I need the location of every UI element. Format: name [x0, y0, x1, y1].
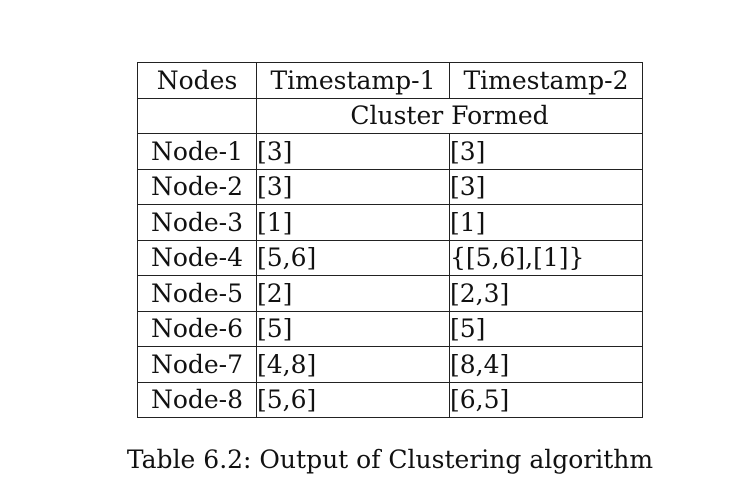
- table-row: Node-2 [3] [3]: [137, 168, 643, 205]
- table-row: Node-5 [2] [2,3]: [137, 275, 643, 312]
- table-row: Node-6 [5] [5]: [137, 310, 643, 347]
- table-body: Node-1 [3] [3] Node-2 [3] [3] Node-3 [1]…: [137, 133, 643, 418]
- subheader-row: Cluster Formed: [137, 97, 643, 134]
- subheader-cluster-formed: Cluster Formed: [256, 97, 643, 134]
- timestamp-2-cell: [1]: [449, 204, 643, 241]
- node-cell: Node-5: [137, 275, 257, 312]
- table-row: Node-1 [3] [3]: [137, 133, 643, 170]
- timestamp-1-cell: [4,8]: [256, 346, 450, 383]
- timestamp-2-cell: [6,5]: [449, 381, 643, 418]
- node-cell: Node-3: [137, 204, 257, 241]
- timestamp-2-cell: [3]: [449, 133, 643, 170]
- timestamp-2-cell: [8,4]: [449, 346, 643, 383]
- header-row: Nodes Timestamp-1 Timestamp-2: [137, 62, 643, 99]
- header-nodes: Nodes: [137, 62, 257, 99]
- header-timestamp-2: Timestamp-2: [449, 62, 643, 99]
- timestamp-2-cell: [3]: [449, 168, 643, 205]
- timestamp-1-cell: [3]: [256, 133, 450, 170]
- table-caption: Table 6.2: Output of Clustering algorith…: [126, 445, 654, 474]
- timestamp-2-cell: [5]: [449, 310, 643, 347]
- table-row: Node-8 [5,6] [6,5]: [137, 381, 643, 418]
- timestamp-1-cell: [5]: [256, 310, 450, 347]
- node-cell: Node-7: [137, 346, 257, 383]
- header-timestamp-1: Timestamp-1: [256, 62, 450, 99]
- timestamp-2-cell: [2,3]: [449, 275, 643, 312]
- timestamp-1-cell: [2]: [256, 275, 450, 312]
- table-row: Node-4 [5,6] {[5,6],[1]}: [137, 239, 643, 276]
- node-cell: Node-4: [137, 239, 257, 276]
- table-row: Node-3 [1] [1]: [137, 204, 643, 241]
- timestamp-1-cell: [5,6]: [256, 381, 450, 418]
- timestamp-1-cell: [5,6]: [256, 239, 450, 276]
- node-cell: Node-1: [137, 133, 257, 170]
- table-header: Nodes Timestamp-1 Timestamp-2 Cluster Fo…: [137, 62, 643, 134]
- clustering-output-table: Nodes Timestamp-1 Timestamp-2 Cluster Fo…: [137, 62, 643, 418]
- subheader-empty-cell: [137, 97, 257, 134]
- table-row: Node-7 [4,8] [8,4]: [137, 346, 643, 383]
- node-cell: Node-2: [137, 168, 257, 205]
- timestamp-1-cell: [3]: [256, 168, 450, 205]
- node-cell: Node-8: [137, 381, 257, 418]
- timestamp-2-cell: {[5,6],[1]}: [449, 239, 643, 276]
- node-cell: Node-6: [137, 310, 257, 347]
- timestamp-1-cell: [1]: [256, 204, 450, 241]
